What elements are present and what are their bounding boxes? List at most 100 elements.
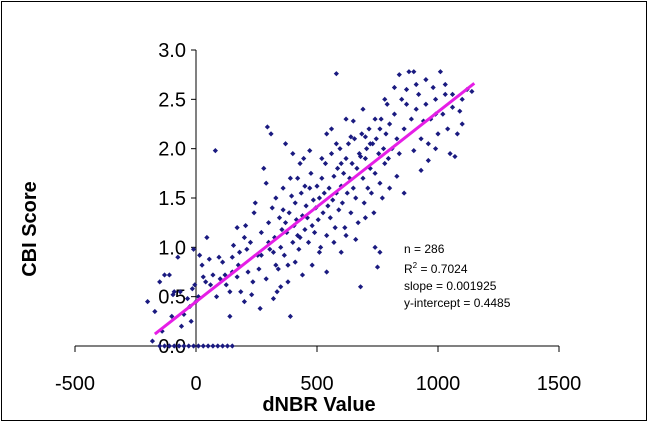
data-point <box>316 195 323 201</box>
data-point <box>325 203 331 209</box>
data-point <box>371 210 377 216</box>
data-point <box>310 197 316 203</box>
data-point <box>184 296 191 302</box>
data-point <box>169 313 175 319</box>
data-point <box>268 131 274 137</box>
data-point <box>216 254 222 260</box>
data-point <box>279 226 285 233</box>
data-point <box>372 116 378 122</box>
data-point <box>379 195 385 201</box>
data-point <box>372 244 378 250</box>
data-point <box>382 96 388 102</box>
data-point <box>190 246 197 252</box>
data-point <box>222 272 228 278</box>
data-point <box>377 180 383 186</box>
data-point <box>362 134 368 140</box>
data-point <box>278 244 284 250</box>
data-point <box>411 148 417 154</box>
data-point <box>449 91 456 97</box>
data-point <box>287 313 293 319</box>
data-point <box>380 146 387 152</box>
y-tick-label: 1.0 <box>158 237 186 259</box>
data-point <box>269 205 275 211</box>
data-point <box>241 299 247 305</box>
data-point <box>360 106 366 112</box>
data-point <box>403 86 410 93</box>
stats-r2-prefix: R <box>404 262 413 276</box>
data-point <box>377 126 383 132</box>
x-tick-label: 500 <box>300 373 333 395</box>
data-point <box>333 71 339 77</box>
data-point <box>343 155 349 162</box>
data-point <box>360 175 366 181</box>
data-point <box>200 343 206 349</box>
x-tick-label: 1000 <box>416 373 461 395</box>
data-point <box>437 69 444 75</box>
data-point <box>423 77 429 83</box>
data-point <box>394 173 400 179</box>
data-point <box>423 101 429 107</box>
data-point <box>215 343 221 349</box>
data-point <box>348 210 354 216</box>
data-point <box>447 151 453 157</box>
data-point <box>384 101 390 107</box>
data-point <box>364 146 370 152</box>
data-point <box>249 292 255 298</box>
data-point <box>355 220 361 226</box>
data-point <box>343 116 349 122</box>
data-point <box>459 121 465 127</box>
data-point <box>230 242 237 248</box>
data-point <box>252 200 258 206</box>
data-point <box>223 282 229 288</box>
data-point <box>324 232 330 239</box>
data-point <box>350 118 356 124</box>
data-point <box>350 185 356 191</box>
data-point <box>227 313 233 319</box>
data-point <box>442 91 448 97</box>
data-point <box>387 121 393 127</box>
data-point <box>326 185 332 191</box>
stats-slope: slope = 0.001925 <box>404 279 497 293</box>
data-point <box>258 229 264 236</box>
data-point <box>229 343 235 349</box>
data-point <box>166 272 172 278</box>
data-point <box>349 160 355 167</box>
data-point <box>307 148 313 154</box>
x-tick-label: 1500 <box>537 373 582 395</box>
data-point <box>413 81 419 88</box>
data-point <box>324 269 330 275</box>
data-point <box>199 262 205 268</box>
data-point <box>399 96 405 102</box>
data-point <box>302 183 308 189</box>
data-point <box>459 96 465 102</box>
data-point <box>396 151 402 157</box>
data-point <box>258 252 264 258</box>
data-point <box>205 343 211 349</box>
y-ticks: 0.0 0.5 1.0 1.5 2.0 2.5 3.0 <box>158 40 196 358</box>
data-point <box>203 279 209 285</box>
data-point <box>186 343 192 349</box>
data-point <box>316 249 323 255</box>
data-point <box>333 141 339 147</box>
data-point <box>171 289 177 295</box>
data-point <box>161 343 168 349</box>
data-point <box>365 185 371 191</box>
data-point <box>331 173 337 179</box>
data-point <box>311 229 318 236</box>
data-point <box>351 136 358 142</box>
data-point <box>192 282 198 288</box>
data-point <box>190 343 197 349</box>
data-point <box>320 210 326 216</box>
data-point <box>377 249 383 255</box>
data-point <box>331 239 337 245</box>
data-point <box>177 289 183 295</box>
data-points <box>145 69 475 349</box>
data-point <box>343 232 349 239</box>
data-point <box>469 88 475 95</box>
data-point <box>418 167 424 173</box>
data-point <box>256 266 262 272</box>
data-point <box>207 282 214 288</box>
data-point <box>348 134 354 140</box>
x-tick-label: -500 <box>55 373 95 395</box>
